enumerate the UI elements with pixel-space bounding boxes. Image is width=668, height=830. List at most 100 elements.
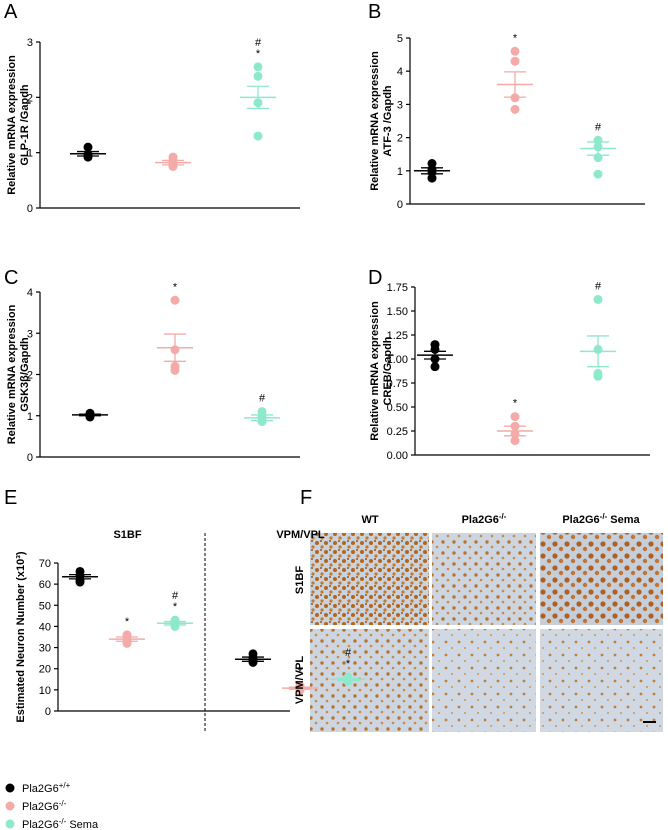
significance-mark: * <box>173 281 178 293</box>
error-bar <box>69 573 91 580</box>
rich-label: Pla2G6+/+ <box>22 781 71 796</box>
data-point <box>248 657 258 667</box>
y-tick-label: 1 <box>397 166 403 178</box>
label-text: Pla2G6 <box>22 819 59 830</box>
significance-mark: * <box>298 667 303 679</box>
significance-mark: # <box>345 647 352 659</box>
y-axis-label: Relative mRNA expression <box>6 55 18 195</box>
micrograph-grid <box>310 533 663 732</box>
error-bar <box>587 335 609 368</box>
panel-label: C <box>4 267 18 289</box>
section-title: VPM/VPL <box>276 529 325 541</box>
error-bar <box>421 167 443 175</box>
y-tick-label: 0.50 <box>387 402 408 414</box>
y-tick-label: 4 <box>27 287 33 299</box>
label-text: Pla2G6 <box>22 783 59 795</box>
panel-label: D <box>368 267 382 289</box>
y-tick-label: 3 <box>397 99 403 111</box>
label-text: WT <box>361 514 378 526</box>
label-suffix: Sema <box>66 819 99 830</box>
legend-swatch <box>5 801 15 811</box>
y-tick-label: 3 <box>27 37 33 49</box>
error-bar <box>424 350 446 360</box>
data-point <box>75 577 85 587</box>
y-tick-label: 50 <box>39 600 51 612</box>
y-tick-label: 1.75 <box>387 282 408 294</box>
rich-label: Pla2G6-/- Sema <box>562 512 640 527</box>
error-bar <box>242 656 264 662</box>
error-bar <box>79 413 101 417</box>
label-superscript: -/- <box>499 512 507 521</box>
error-bar <box>337 677 359 681</box>
row-label: S1BF <box>294 566 306 594</box>
rich-label: Pla2G6-/- Sema <box>22 817 99 830</box>
significance-mark: # <box>172 590 179 602</box>
rich-label: Pla2G6-/- <box>462 512 507 527</box>
data-point <box>257 417 267 427</box>
y-tick-label: 60 <box>39 579 51 591</box>
significance-mark: # <box>259 393 266 405</box>
y-axis-label: ATF-3 /Gapdh <box>382 85 394 157</box>
rich-label: WT <box>361 514 378 526</box>
data-point <box>593 169 603 179</box>
y-tick-label: 1.00 <box>387 354 408 366</box>
error-bar <box>162 159 184 166</box>
micrograph <box>310 533 429 625</box>
y-axis-label: GLP-1R /Gapdh <box>19 84 31 166</box>
data-point <box>510 56 520 66</box>
micrograph <box>540 629 663 732</box>
y-axis-label: GSK3β/Gapdh <box>19 337 31 412</box>
error-bar <box>289 686 311 690</box>
data-point <box>253 131 263 141</box>
section-title: S1BF <box>113 529 141 541</box>
label-suffix: Sema <box>607 514 640 526</box>
y-tick-label: 4 <box>397 66 403 78</box>
y-axis-label: Relative mRNA expression <box>369 51 381 191</box>
significance-mark: * <box>173 601 178 613</box>
significance-mark: * <box>346 658 351 670</box>
significance-mark: * <box>256 48 261 60</box>
error-bar <box>251 414 273 422</box>
error-bar <box>587 141 609 156</box>
y-tick-label: 1 <box>27 411 33 423</box>
y-tick-label: 0 <box>397 199 403 211</box>
data-point <box>510 104 520 114</box>
significance-mark: # <box>255 37 262 49</box>
y-tick-label: 0.75 <box>387 378 408 390</box>
error-bar <box>164 620 186 626</box>
y-tick-label: 10 <box>39 685 51 697</box>
error-bar <box>504 425 526 437</box>
y-tick-label: 0 <box>45 706 51 718</box>
y-tick-label: 30 <box>39 643 51 655</box>
y-tick-label: 2 <box>27 92 33 104</box>
label-superscript: +/+ <box>59 781 71 790</box>
error-bar <box>77 150 99 157</box>
panel-label: F <box>300 487 312 509</box>
data-point <box>510 436 520 446</box>
significance-mark: # <box>595 121 602 133</box>
significance-mark: * <box>513 398 518 410</box>
y-tick-label: 1.25 <box>387 330 408 342</box>
error-bar <box>164 333 186 362</box>
y-tick-label: 0 <box>27 452 33 464</box>
label-superscript: -/- <box>59 799 67 808</box>
y-tick-label: 2 <box>27 370 33 382</box>
y-axis-label: Estimated Neuron Number (x10³) <box>15 551 27 722</box>
significance-mark: * <box>513 32 518 44</box>
data-point <box>510 93 520 103</box>
panel-label: E <box>4 487 17 509</box>
label-text: Pla2G6 <box>462 514 499 526</box>
data-point <box>253 62 263 72</box>
micrograph <box>540 533 663 625</box>
data-point <box>510 46 520 56</box>
data-point <box>170 365 180 375</box>
label-superscript: -/- <box>59 817 67 826</box>
y-axis-label: Relative mRNA expression <box>369 301 381 441</box>
panel-label: B <box>368 1 381 23</box>
y-tick-label: 70 <box>39 558 51 570</box>
y-tick-label: 20 <box>39 664 51 676</box>
y-axis-label: Relative mRNA expression <box>6 304 18 444</box>
error-bar <box>504 71 526 98</box>
row-label: VPM/VPL <box>294 656 306 705</box>
